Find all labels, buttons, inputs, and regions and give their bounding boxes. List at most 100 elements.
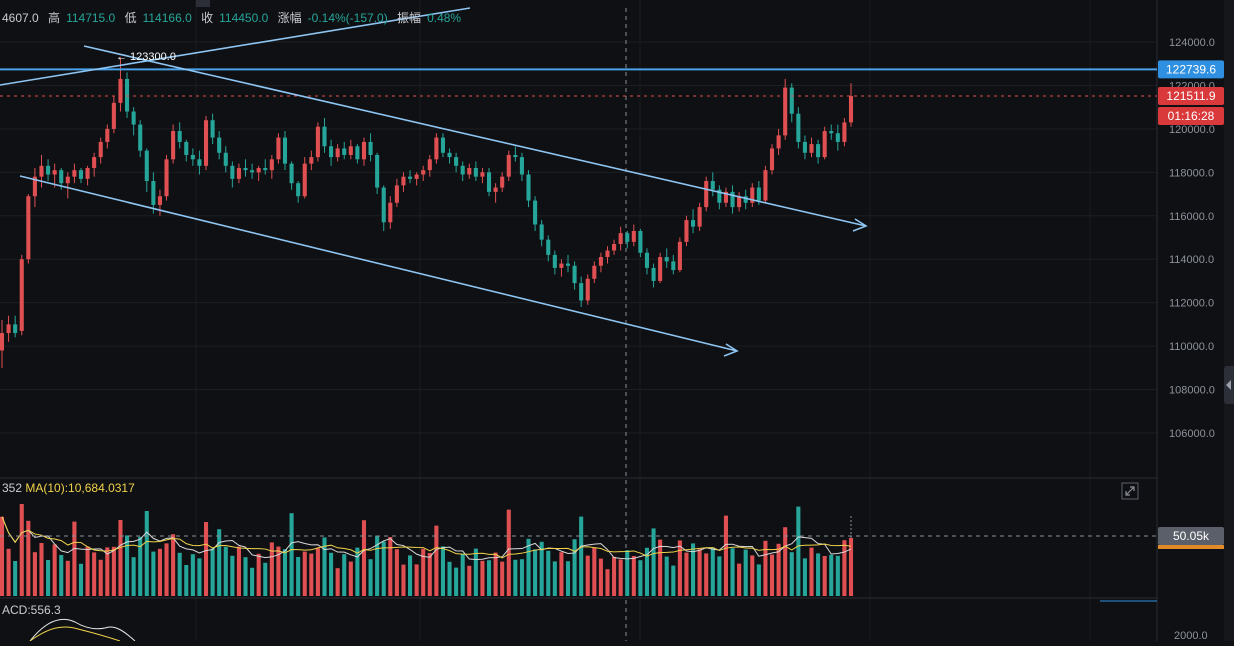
candle-body [125,78,130,112]
candle-body [401,176,406,186]
volume-bar [513,559,518,596]
volume-bar [539,541,544,596]
high-label: 高 [48,11,61,25]
candle-body [658,257,663,281]
volume-bar [52,544,57,596]
volume-bar [559,552,564,596]
candle-body [783,87,788,136]
volume-value-label: 50.05k [1173,529,1210,543]
candle-body [625,233,630,242]
volume-bar [434,525,439,596]
volume-header: 352 MA(10):10,684.0317 [2,481,135,495]
volume-bar [85,546,90,596]
volume-bar [315,548,320,596]
candle-body [157,196,162,205]
volume-bar [348,561,353,596]
horizontal-level-price-label: 122739.6 [1166,62,1216,76]
candle-body [361,141,367,160]
volume-bar [677,540,682,596]
candle-body [579,283,584,301]
candle-body [250,170,255,173]
volume-bar [263,562,268,596]
volume-bar [26,520,31,596]
volume-bar [164,543,169,596]
price-axis: 124000.0122000.0120000.0118000.0116000.0… [1169,37,1215,440]
candle-body [394,185,399,203]
volume-bar [789,552,794,596]
candle-body [473,167,478,177]
volume-bar [605,569,610,596]
volume-bar [493,552,498,596]
candle-body [78,170,84,179]
price-tick-label: 112000.0 [1169,298,1214,310]
volume-bar [454,567,459,596]
volume-bar [296,557,301,596]
trendline-arrowhead [723,343,739,357]
candle-body [46,165,51,175]
candle-body [131,111,136,125]
candle-body [375,154,380,188]
candle-body [269,159,274,171]
price-tick-label: 124000.0 [1169,37,1215,49]
volume-bar [691,543,696,596]
volume-bar [157,548,162,596]
expand-icon[interactable] [1121,482,1139,500]
volume-bar [269,542,274,596]
volume-bar [414,564,419,596]
candle-body [717,189,722,203]
candle-body [631,230,636,242]
volume-ma-marker [1158,545,1224,549]
candle-body [434,137,439,160]
candle-body [572,265,577,284]
volume-bar [184,565,189,596]
candle-body [421,170,426,175]
candle-body [263,167,268,171]
volume-bar [427,553,432,596]
candle-body [644,252,650,268]
volume-bar [848,538,854,596]
candle-body [756,187,761,201]
candle-body [414,174,419,179]
candle-body [612,244,617,251]
volume-bar [467,565,472,596]
candle-body [236,167,241,179]
candle-body [6,324,11,334]
trend-lines [0,7,868,357]
candle-body [835,133,840,142]
candle-body [671,261,676,271]
volume-bar [480,560,485,596]
close-value: 114450.0 [219,11,269,25]
candle-body [177,131,182,142]
candle-body [842,122,847,142]
candle-body [829,131,834,134]
candle-body [65,176,70,184]
price-tick-label: 108000.0 [1169,385,1215,397]
collapse-panel-handle[interactable] [1224,366,1234,404]
candle-body [92,157,97,168]
volume-bar [579,516,584,596]
volume-bar [592,548,597,596]
candle-body [151,181,156,205]
volume-bar [717,556,722,596]
candle-body [737,196,742,208]
amplitude-value: 0.48% [427,11,462,25]
volume-bar [598,558,603,596]
candle-body [39,165,44,177]
volume-bar [664,556,669,596]
candle-body [684,220,689,242]
price-tick-label: 118000.0 [1169,167,1214,179]
volume-bar [197,558,202,596]
candle-body [0,333,5,351]
trendline-upper-channel [83,45,867,227]
candle-body [454,157,459,166]
volume-bar [506,509,511,596]
candle-body [217,137,222,153]
volume-bar [651,528,656,596]
candle-body [171,131,176,160]
candle-body [315,126,320,158]
candle-body [480,172,485,177]
horizontal-level-price-label-bg [1158,60,1224,79]
volume-bar [243,557,248,596]
